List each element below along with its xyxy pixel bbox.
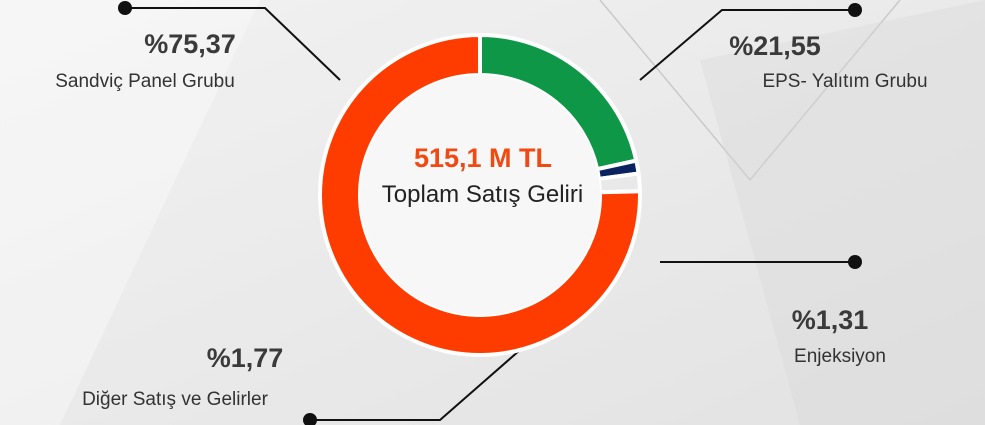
- leader-dot: [303, 413, 317, 425]
- leader-line: [125, 7, 341, 81]
- leader-dot: [848, 3, 862, 17]
- center-label-box: Toplam Satış Geliri: [381, 181, 584, 208]
- donut-segment: [596, 171, 643, 195]
- value-label: %1,77: [207, 343, 284, 373]
- donut-hole: [360, 75, 600, 315]
- decoration: [0, 0, 260, 425]
- category-label: Sandviç Panel Grubu: [55, 71, 235, 92]
- leader-line: [639, 9, 855, 81]
- category-label: Enjeksiyon: [794, 346, 886, 367]
- leader-line: [310, 349, 521, 421]
- value-label: %75,37: [144, 29, 236, 59]
- center-value: 515,1 M TL: [414, 143, 552, 173]
- decoration: [599, 0, 901, 182]
- value-label: %1,31: [792, 305, 869, 335]
- decoration: [700, 0, 985, 425]
- value-label: %21,55: [729, 31, 821, 61]
- leader-dot: [848, 255, 862, 269]
- category-label: EPS- Yalıtım Grubu: [762, 71, 927, 92]
- category-label: Diğer Satış ve Gelirler: [82, 389, 269, 410]
- leader-dot: [118, 1, 132, 15]
- center-label: Toplam Satış Geliri: [381, 181, 584, 208]
